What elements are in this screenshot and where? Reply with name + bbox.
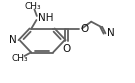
Text: O: O: [62, 44, 71, 54]
Text: N: N: [107, 28, 115, 38]
Text: CH₃: CH₃: [11, 54, 28, 63]
Text: CH₃: CH₃: [24, 2, 41, 11]
Text: NH: NH: [38, 13, 53, 23]
Text: N: N: [9, 35, 17, 45]
Text: O: O: [80, 24, 88, 34]
